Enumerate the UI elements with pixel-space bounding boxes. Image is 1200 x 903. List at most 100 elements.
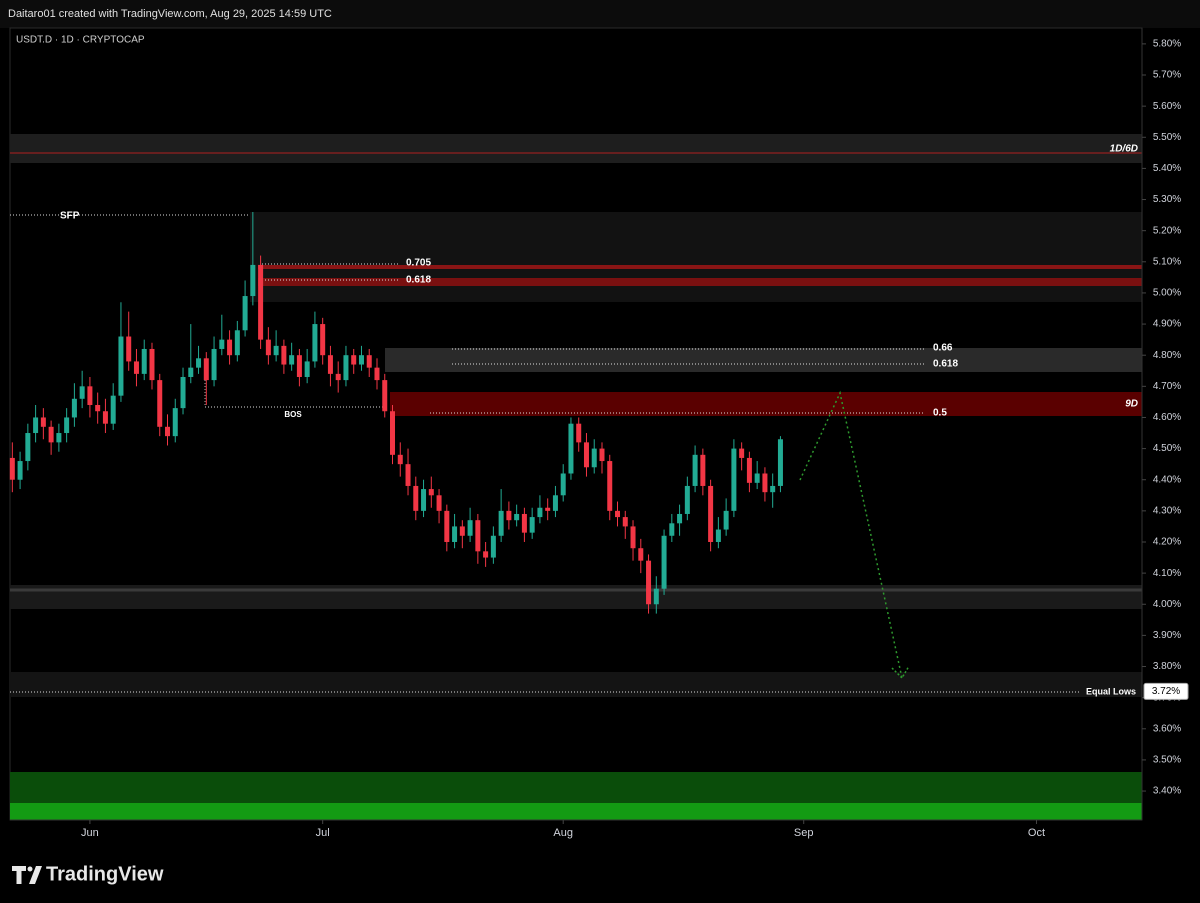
- annotation: SFP: [60, 211, 80, 222]
- candle-body: [273, 345, 279, 356]
- annotation: 0.705: [406, 258, 431, 269]
- zone: [250, 212, 1142, 302]
- candle-body: [498, 510, 504, 536]
- y-tick-label: 4.40%: [1153, 474, 1181, 485]
- y-tick-label: 5.70%: [1153, 70, 1181, 81]
- candle-body: [335, 373, 341, 381]
- candle-body: [521, 513, 527, 533]
- y-tick-label: 5.20%: [1153, 225, 1181, 236]
- candle-body: [211, 348, 217, 381]
- y-tick-label: 3.80%: [1153, 661, 1181, 672]
- candle-body: [40, 417, 46, 427]
- candle-body: [382, 380, 388, 412]
- candle-body: [545, 507, 551, 511]
- candle-body: [157, 380, 163, 427]
- logo-dot: [27, 866, 33, 872]
- candle-body: [397, 454, 403, 465]
- candle-body: [506, 510, 512, 521]
- candle-body: [708, 485, 714, 542]
- candle-body: [777, 439, 783, 486]
- candle-body: [312, 324, 318, 362]
- candle-body: [327, 355, 333, 374]
- candle-body: [622, 517, 628, 527]
- candle-body: [677, 513, 683, 524]
- candle-body: [669, 523, 675, 536]
- annotation: 0.618: [933, 359, 958, 370]
- candle-body: [684, 485, 690, 514]
- candle-body: [242, 296, 248, 331]
- candle-body: [172, 408, 178, 437]
- y-tick-label: 3.40%: [1153, 786, 1181, 797]
- y-tick-label: 3.60%: [1153, 723, 1181, 734]
- price-marker: [1143, 682, 1189, 700]
- candle-body: [366, 355, 372, 368]
- candle-body: [304, 361, 310, 377]
- annotation: BOS: [284, 410, 302, 419]
- candle-body: [638, 548, 644, 561]
- brand-logo: [12, 866, 42, 884]
- projection-arrow: [799, 390, 903, 679]
- annotation: 0.618: [406, 275, 431, 286]
- candle-body: [149, 348, 155, 381]
- candle-body: [630, 526, 636, 549]
- arrow-head: [891, 665, 910, 680]
- candle-body: [715, 529, 721, 542]
- candle-body: [607, 461, 613, 511]
- candle-body: [428, 489, 434, 496]
- candle-body: [234, 330, 240, 356]
- y-tick-label: 5.30%: [1153, 194, 1181, 205]
- candle-body: [583, 442, 589, 468]
- candle-body: [17, 461, 23, 480]
- candle-body: [560, 473, 566, 496]
- candle-body: [762, 473, 768, 493]
- candle-body: [591, 448, 597, 468]
- candle-body: [599, 448, 605, 462]
- y-tick-label: 4.90%: [1153, 319, 1181, 330]
- candle-body: [64, 417, 70, 434]
- y-tick-label: 4.00%: [1153, 599, 1181, 610]
- candle-body: [452, 526, 458, 542]
- candle-body: [552, 495, 558, 511]
- zone: [385, 348, 1142, 372]
- candle-body: [576, 423, 582, 443]
- y-tick-label: 4.70%: [1153, 381, 1181, 392]
- header-text: Daitaro01 created with TradingView.com, …: [8, 8, 332, 20]
- annotation: 9D: [1125, 399, 1138, 410]
- y-tick-label: 5.50%: [1153, 132, 1181, 143]
- y-tick-label: 4.60%: [1153, 412, 1181, 423]
- y-tick-label: 5.00%: [1153, 288, 1181, 299]
- candle-body: [475, 520, 481, 552]
- candle-body: [71, 398, 77, 418]
- zone: [258, 265, 1142, 269]
- candle-body: [227, 339, 233, 356]
- candle-body: [110, 395, 116, 424]
- candle-body: [770, 485, 776, 493]
- candle-body: [490, 535, 496, 558]
- candle-body: [459, 526, 465, 536]
- candle-body: [421, 489, 427, 511]
- candle-body: [126, 336, 132, 362]
- y-tick-label: 5.10%: [1153, 256, 1181, 267]
- y-tick-label: 3.50%: [1153, 755, 1181, 766]
- candle-body: [118, 336, 124, 396]
- candle-body: [754, 473, 760, 483]
- candle-body: [196, 358, 202, 368]
- candle-body: [188, 367, 194, 377]
- x-tick-label: Jul: [316, 827, 330, 839]
- candle-body: [483, 551, 489, 558]
- candle-body: [413, 485, 419, 511]
- candle-body: [661, 535, 667, 589]
- candle-body: [203, 358, 209, 381]
- candle-body: [33, 417, 39, 434]
- annotation: 0.66: [933, 343, 953, 354]
- candle-body: [343, 355, 349, 381]
- y-tick-label: 4.20%: [1153, 537, 1181, 548]
- y-tick-label: 3.90%: [1153, 630, 1181, 641]
- header-bar: [0, 0, 1200, 28]
- candle-body: [79, 386, 85, 399]
- candle-body: [9, 457, 15, 480]
- y-tick-label: 5.80%: [1153, 39, 1181, 50]
- candle-body: [467, 520, 473, 536]
- candle-body: [25, 433, 31, 462]
